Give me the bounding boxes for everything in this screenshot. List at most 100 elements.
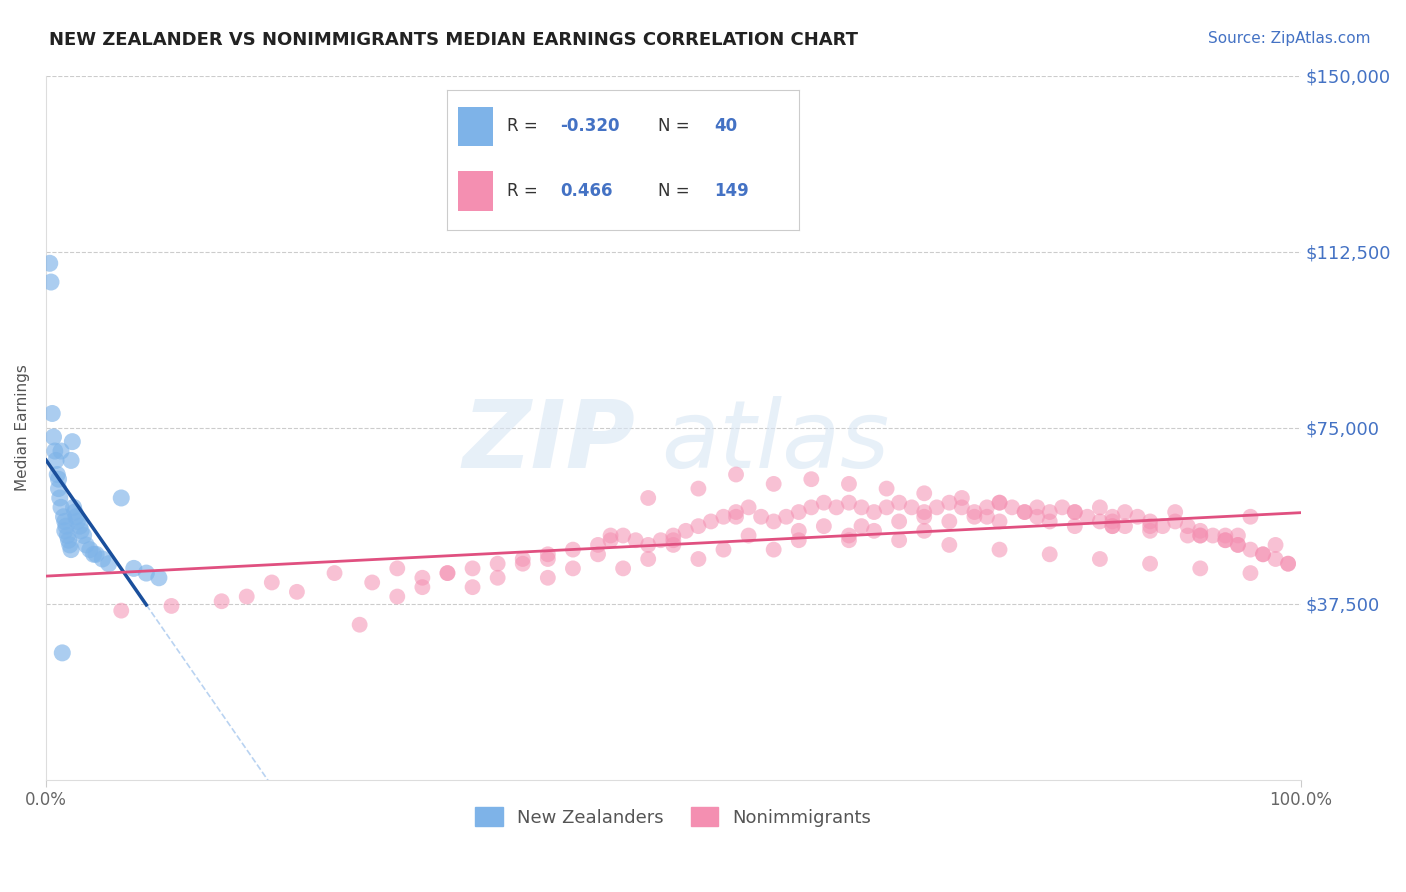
- Point: [889, 515, 911, 529]
- Point: [60, 453, 83, 467]
- Point: [912, 505, 935, 519]
- Point: [863, 505, 886, 519]
- Point: [561, 561, 583, 575]
- Point: [561, 542, 583, 557]
- Point: [1189, 528, 1212, 542]
- Point: [963, 505, 986, 519]
- Point: [65, 509, 87, 524]
- Point: [675, 524, 697, 538]
- Point: [1014, 505, 1036, 519]
- Point: [1189, 524, 1212, 538]
- Point: [1088, 552, 1111, 566]
- Point: [41, 407, 63, 421]
- Point: [624, 533, 647, 548]
- Point: [988, 496, 1011, 510]
- Point: [851, 519, 873, 533]
- Point: [938, 538, 960, 552]
- Point: [79, 542, 101, 557]
- Point: [737, 500, 759, 515]
- Point: [1177, 519, 1199, 533]
- Point: [825, 500, 848, 515]
- Point: [976, 500, 998, 515]
- Point: [787, 533, 810, 548]
- Point: [912, 486, 935, 500]
- Point: [461, 561, 484, 575]
- Point: [688, 482, 710, 496]
- Text: ZIP: ZIP: [463, 396, 636, 488]
- Point: [1239, 509, 1261, 524]
- Point: [1152, 519, 1174, 533]
- Point: [1039, 505, 1062, 519]
- Point: [60, 542, 83, 557]
- Point: [925, 500, 948, 515]
- Point: [586, 547, 609, 561]
- Point: [637, 491, 659, 505]
- Point: [1114, 505, 1136, 519]
- Point: [1001, 500, 1024, 515]
- Point: [988, 515, 1011, 529]
- Point: [63, 505, 86, 519]
- Point: [1215, 533, 1237, 548]
- Point: [387, 561, 409, 575]
- Point: [1164, 515, 1187, 529]
- Point: [52, 509, 75, 524]
- Point: [110, 491, 132, 505]
- Point: [938, 515, 960, 529]
- Point: [1014, 505, 1036, 519]
- Point: [135, 566, 157, 580]
- Point: [1251, 547, 1274, 561]
- Point: [724, 509, 747, 524]
- Point: [1264, 552, 1286, 566]
- Point: [586, 538, 609, 552]
- Point: [737, 528, 759, 542]
- Point: [38, 256, 60, 270]
- Point: [486, 557, 509, 571]
- Point: [876, 500, 898, 515]
- Point: [42, 430, 65, 444]
- Point: [637, 552, 659, 566]
- Point: [950, 500, 973, 515]
- Legend: New Zealanders, Nonimmigrants: New Zealanders, Nonimmigrants: [468, 800, 879, 834]
- Point: [876, 482, 898, 496]
- Point: [60, 434, 83, 449]
- Point: [612, 561, 634, 575]
- Point: [44, 444, 66, 458]
- Point: [1101, 515, 1123, 529]
- Point: [950, 491, 973, 505]
- Point: [787, 505, 810, 519]
- Point: [486, 571, 509, 585]
- Point: [1101, 509, 1123, 524]
- Point: [537, 552, 560, 566]
- Point: [48, 482, 70, 496]
- Point: [889, 496, 911, 510]
- Point: [436, 566, 458, 580]
- Point: [688, 552, 710, 566]
- Point: [49, 500, 72, 515]
- Point: [900, 500, 922, 515]
- Point: [160, 599, 183, 613]
- Point: [1101, 519, 1123, 533]
- Point: [724, 467, 747, 482]
- Point: [285, 585, 308, 599]
- Point: [813, 496, 835, 510]
- Point: [762, 515, 785, 529]
- Point: [235, 590, 257, 604]
- Point: [91, 552, 114, 566]
- Point: [1139, 524, 1161, 538]
- Point: [775, 509, 797, 524]
- Point: [1088, 500, 1111, 515]
- Point: [1126, 509, 1149, 524]
- Point: [1226, 538, 1249, 552]
- Point: [39, 275, 62, 289]
- Point: [58, 533, 80, 548]
- Point: [1026, 500, 1049, 515]
- Point: [700, 515, 723, 529]
- Point: [1239, 566, 1261, 580]
- Text: atlas: atlas: [661, 396, 889, 487]
- Point: [512, 552, 534, 566]
- Point: [612, 528, 634, 542]
- Point: [55, 519, 77, 533]
- Point: [662, 528, 685, 542]
- Point: [1139, 515, 1161, 529]
- Point: [599, 533, 621, 548]
